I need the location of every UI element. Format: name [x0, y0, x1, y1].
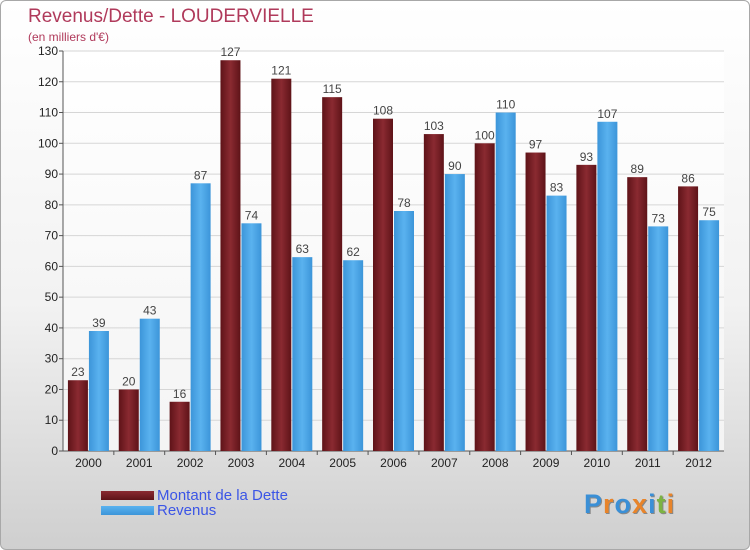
y-tick-label: 100 [38, 136, 58, 150]
data-label-debt: 97 [529, 138, 543, 152]
data-label-revenus: 90 [448, 159, 462, 173]
data-label-revenus: 87 [194, 168, 208, 182]
y-tick-label: 10 [45, 413, 59, 427]
x-tick-label: 2007 [431, 456, 458, 470]
legend-item-debt: Montant de la Dette [101, 486, 288, 504]
bar-debt [322, 97, 343, 452]
data-label-revenus: 107 [597, 107, 617, 121]
logo-letter: P [584, 489, 604, 519]
data-label-debt: 23 [71, 365, 85, 379]
data-label-revenus: 78 [397, 196, 411, 210]
data-label-debt: 16 [173, 387, 187, 401]
data-label-debt: 89 [631, 162, 645, 176]
bar-revenus [343, 260, 364, 451]
data-label-revenus: 63 [296, 242, 310, 256]
bar-debt [678, 186, 699, 451]
data-label-debt: 20 [122, 374, 136, 388]
y-tick-label: 60 [45, 259, 59, 273]
y-tick-label: 30 [45, 352, 59, 366]
bar-debt [169, 401, 190, 451]
data-label-revenus: 62 [346, 245, 360, 259]
bar-revenus [190, 183, 211, 452]
x-tick-label: 2003 [228, 456, 255, 470]
y-tick-label: 130 [38, 44, 58, 58]
data-label-debt: 86 [681, 171, 695, 185]
y-tick-label: 40 [45, 321, 59, 335]
legend-label-debt: Montant de la Dette [157, 486, 288, 504]
bar-debt [67, 380, 88, 451]
y-tick-label: 80 [45, 198, 59, 212]
x-tick-label: 2010 [584, 456, 611, 470]
y-tick-label: 0 [51, 444, 58, 458]
logo-letter: x [632, 489, 649, 519]
x-tick-label: 2005 [329, 456, 356, 470]
logo-letter: i [666, 489, 676, 519]
x-tick-label: 2001 [126, 456, 153, 470]
bar-debt [271, 78, 292, 451]
legend-label-revenus: Revenus [157, 501, 217, 519]
y-tick-label: 90 [45, 167, 59, 181]
data-label-revenus: 74 [245, 208, 259, 222]
legend-item-revenus: Revenus [101, 501, 217, 519]
legend-swatch-revenus [101, 505, 154, 515]
data-label-revenus: 83 [550, 181, 564, 195]
y-tick-label: 50 [45, 290, 59, 304]
data-label-debt: 115 [323, 82, 342, 96]
data-label-debt: 93 [580, 150, 594, 164]
chart-subtitle: (en milliers d'€) [28, 30, 109, 44]
data-label-revenus: 110 [496, 98, 515, 112]
y-tick-label: 70 [45, 229, 59, 243]
data-label-revenus: 73 [652, 211, 666, 225]
legend-swatch-debt [101, 490, 154, 500]
data-label-revenus: 39 [92, 316, 106, 330]
y-tick-label: 20 [45, 382, 59, 396]
data-label-debt: 121 [271, 64, 291, 78]
bar-debt [220, 60, 241, 451]
bar-debt [118, 389, 139, 451]
bar-debt [525, 152, 546, 452]
chart-title: Revenus/Dette - LOUDERVIELLE [28, 6, 314, 27]
bar-revenus [241, 223, 262, 451]
x-tick-label: 2011 [635, 456, 661, 470]
bar-debt [474, 143, 495, 452]
bar-revenus [292, 257, 313, 451]
y-tick-label: 110 [39, 106, 58, 120]
y-tick-label: 120 [38, 75, 58, 89]
x-tick-label: 2012 [685, 456, 712, 470]
data-label-debt: 127 [220, 45, 240, 59]
logo-letter: o [614, 489, 633, 519]
bar-debt [423, 134, 444, 452]
bar-revenus [444, 174, 465, 452]
x-tick-label: 2002 [177, 456, 204, 470]
x-tick-label: 2009 [533, 456, 560, 470]
proxiti-logo: Proxiti [584, 489, 675, 520]
data-label-revenus: 43 [143, 304, 157, 318]
bar-debt [576, 164, 597, 451]
data-label-revenus: 75 [702, 205, 716, 219]
bar-revenus [139, 318, 160, 451]
plot-area [63, 51, 724, 451]
data-label-debt: 108 [373, 104, 393, 118]
bar-revenus [88, 331, 109, 451]
bar-revenus [699, 220, 720, 451]
bar-revenus [394, 211, 414, 451]
logo-letter: i [648, 489, 657, 519]
logo-letter: t [656, 489, 667, 519]
x-tick-label: 2004 [278, 456, 305, 470]
x-tick-label: 2008 [482, 456, 509, 470]
bar-revenus [546, 195, 567, 451]
data-label-debt: 100 [475, 128, 495, 142]
x-tick-label: 2000 [75, 456, 102, 470]
bar-revenus [597, 121, 618, 452]
data-label-debt: 103 [424, 119, 444, 133]
bar-revenus [648, 226, 669, 451]
x-tick-label: 2006 [380, 456, 407, 470]
bar-debt [373, 118, 393, 451]
bar-debt [627, 177, 648, 451]
bar-revenus [495, 112, 516, 452]
logo-letter: r [603, 489, 615, 519]
